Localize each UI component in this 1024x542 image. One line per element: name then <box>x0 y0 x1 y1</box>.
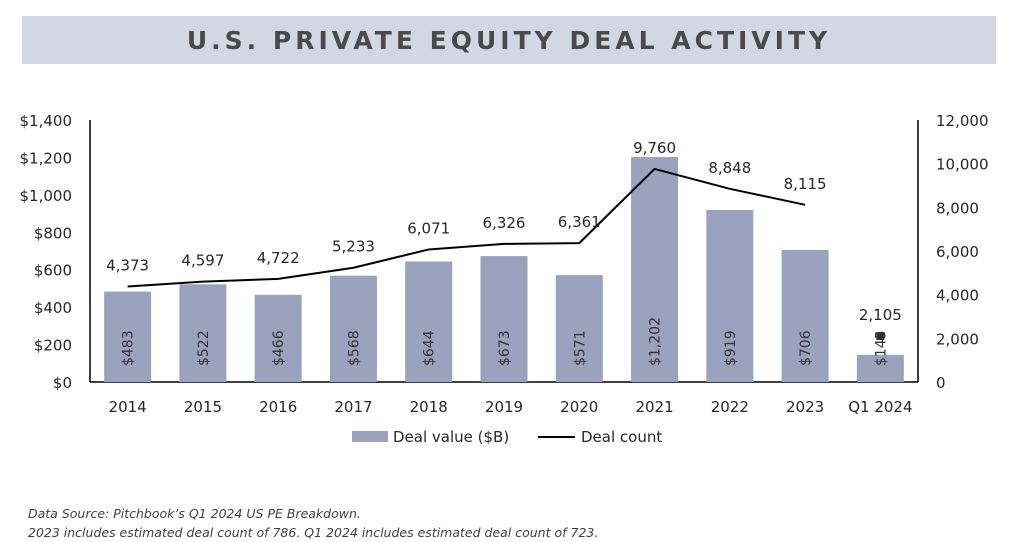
x-tick-label: 2016 <box>259 398 297 416</box>
footnote-note: 2023 includes estimated deal count of 78… <box>28 525 599 540</box>
y-right-tick-label: 4,000 <box>936 287 979 305</box>
bar <box>254 294 302 382</box>
bar-value-label: $466 <box>271 330 287 366</box>
y-left-tick-label: $1,000 <box>20 187 73 205</box>
x-tick-label: 2019 <box>485 398 523 416</box>
bar-value-label: $673 <box>497 330 513 366</box>
x-tick-label: 2020 <box>560 398 598 416</box>
title-band: U.S. PRIVATE EQUITY DEAL ACTIVITY <box>22 16 996 64</box>
legend-swatch-deal-value <box>352 431 388 442</box>
y-left-tick-label: $1,400 <box>20 112 73 130</box>
deal-count-marker <box>876 332 885 341</box>
deal-count-label: 2,105 <box>859 306 902 324</box>
x-tick-label: 2014 <box>109 398 147 416</box>
footnote-source: Data Source: Pitchbook’s Q1 2024 US PE B… <box>28 506 361 521</box>
x-tick-label: 2022 <box>711 398 749 416</box>
y-left-tick-label: $800 <box>34 224 72 242</box>
deal-count-line <box>127 167 806 288</box>
bar-value-label: $706 <box>798 330 814 366</box>
y-left-tick-label: $0 <box>53 374 72 392</box>
bar <box>555 275 603 382</box>
deal-count-label: 6,326 <box>483 214 526 232</box>
bar <box>480 256 528 382</box>
legend-label-deal-count: Deal count <box>581 428 662 446</box>
deal-count-label: 8,848 <box>708 159 751 177</box>
y-left-tick-label: $200 <box>34 337 72 355</box>
y-left-tick-label: $600 <box>34 262 72 280</box>
bar <box>781 249 829 382</box>
bar-value-label: $522 <box>196 330 212 366</box>
deal-count-label: 6,361 <box>558 213 601 231</box>
legend-label-deal-value: Deal value ($B) <box>393 428 509 446</box>
deal-count-label: 8,115 <box>784 175 827 193</box>
bar-value-label: $919 <box>723 330 739 366</box>
y-right-tick-label: 12,000 <box>936 112 989 130</box>
bar-value-label: $568 <box>346 330 362 366</box>
y-right-tick-label: 10,000 <box>936 156 989 174</box>
chart-title: U.S. PRIVATE EQUITY DEAL ACTIVITY <box>186 25 832 55</box>
bar <box>329 275 377 382</box>
deal-count-label: 4,722 <box>257 249 300 267</box>
x-tick-label: 2015 <box>184 398 222 416</box>
bar-value-label: $1,202 <box>648 317 664 366</box>
footnotes: Data Source: Pitchbook’s Q1 2024 US PE B… <box>28 504 598 542</box>
bar-value-label: $571 <box>572 330 588 366</box>
bar-value-label: $644 <box>422 330 438 366</box>
y-right-tick-label: 2,000 <box>936 330 979 348</box>
x-tick-label: Q1 2024 <box>848 398 912 416</box>
x-tick-label: 2018 <box>410 398 448 416</box>
x-tick-label: 2021 <box>635 398 673 416</box>
bar <box>179 284 227 382</box>
x-tick-label: 2023 <box>786 398 824 416</box>
bar-value-label: $483 <box>121 330 137 366</box>
bar <box>856 354 904 382</box>
chart: $0 $200 $400 $600 $800 $1,000 $1,200 $1,400 0 2,0… <box>20 112 989 446</box>
x-tick-label: 2017 <box>334 398 372 416</box>
bar <box>706 210 754 382</box>
bar <box>104 291 152 382</box>
y-right-tick-label: 8,000 <box>936 199 979 217</box>
y-left-tick-label: $400 <box>34 299 72 317</box>
deal-count-label: 6,071 <box>407 219 450 237</box>
y-left-tick-label: $1,200 <box>20 149 73 167</box>
bar <box>405 261 453 382</box>
deal-count-label: 9,760 <box>633 139 676 157</box>
y-right-tick-label: 6,000 <box>936 243 979 261</box>
deal-count-label: 5,233 <box>332 238 375 256</box>
y-right-tick-label: 0 <box>936 374 946 392</box>
deal-count-label: 4,597 <box>181 252 224 270</box>
deal-count-label: 4,373 <box>106 257 149 275</box>
bar <box>631 157 679 382</box>
